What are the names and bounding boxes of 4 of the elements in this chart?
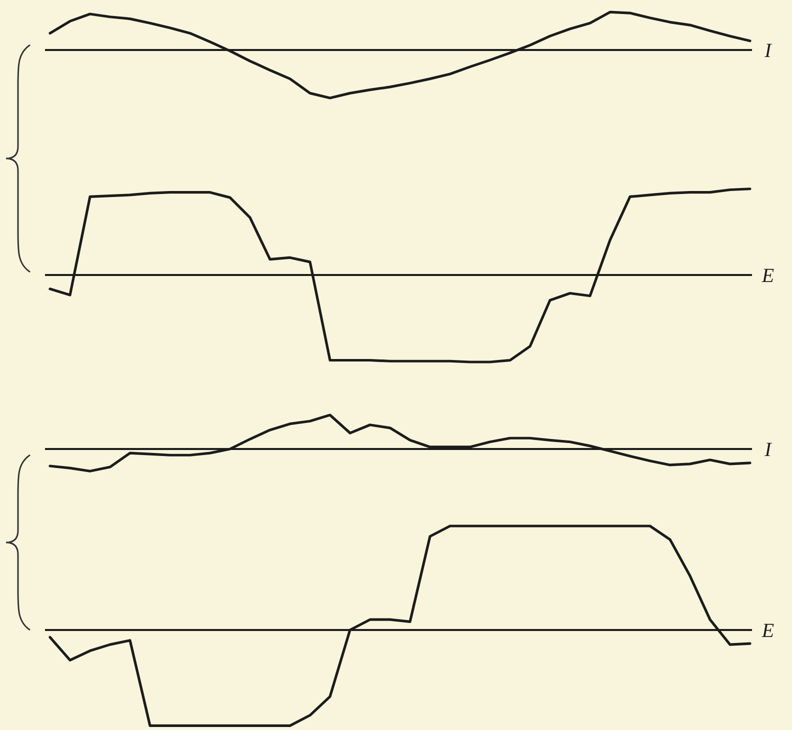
y-axis-title: E bbox=[760, 265, 774, 287]
y-axis-title: I bbox=[764, 439, 773, 461]
y-axis-title: E bbox=[760, 620, 774, 642]
y-axis-title: I bbox=[764, 40, 773, 62]
